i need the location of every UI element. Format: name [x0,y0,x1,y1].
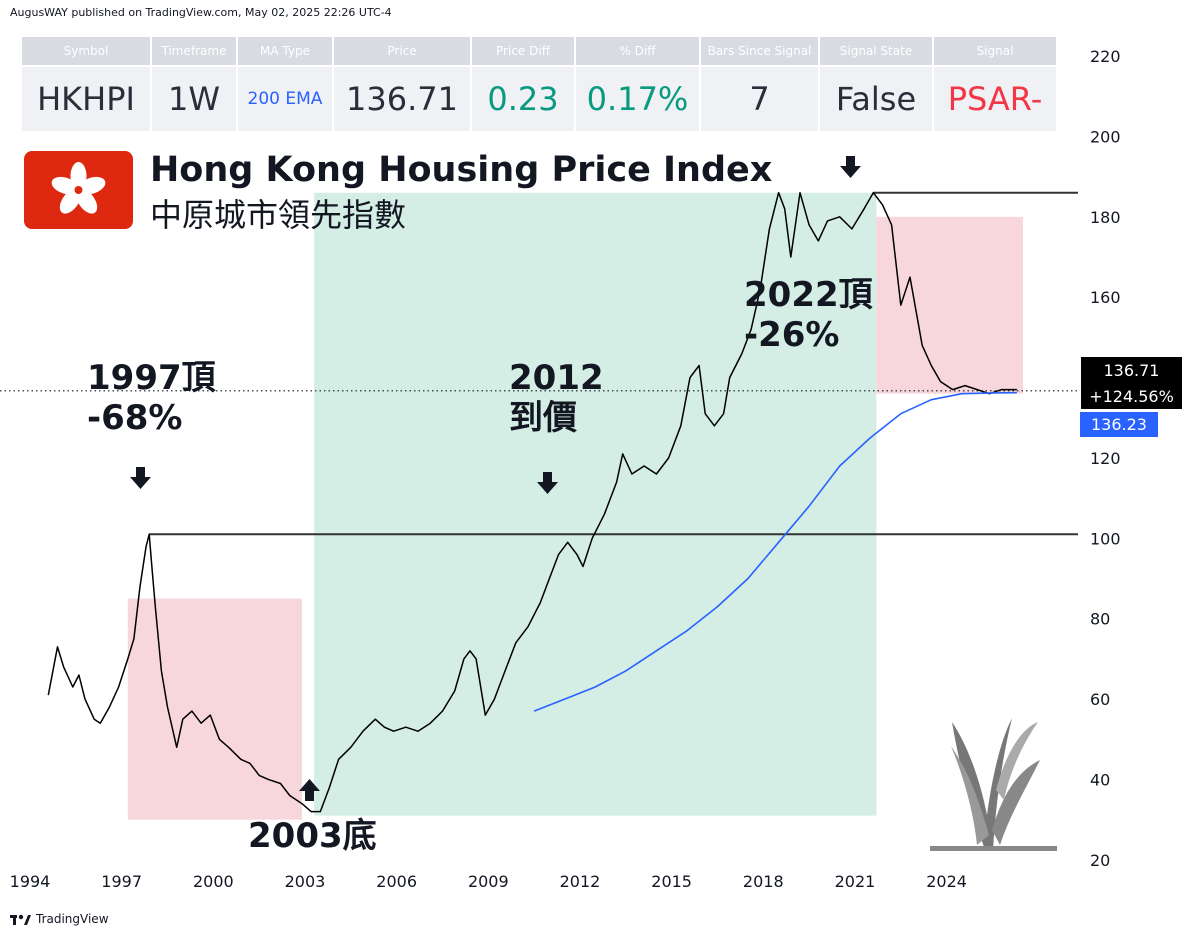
y-tick-label: 100 [1090,529,1121,548]
tradingview-logo-icon [10,914,31,925]
hk-flag-icon [24,151,133,229]
x-tick-label: 2006 [376,872,417,891]
x-tick-label: 2009 [468,872,509,891]
table-header-signal-state: Signal State [820,37,932,65]
table-value-symbol: HKHPI [22,67,150,131]
y-tick-label: 120 [1090,449,1121,468]
table-value-bars-since-signal: 7 [701,67,818,131]
arrow-down-icon [537,472,558,494]
footer-label: TradingView [36,912,109,926]
y-tick-label: 220 [1090,47,1121,66]
table-value-percent-diff: 0.17% [576,67,699,131]
table-header-timeframe: Timeframe [152,37,236,65]
signal-table: Symbol HKHPI Timeframe 1W MA Type 200 EMA P… [22,37,1056,131]
table-header-signal: Signal [934,37,1056,65]
table-header-bars-since-signal: Bars Since Signal [701,37,818,65]
annotation-2003-bottom: 2003底 [248,816,377,856]
bull-zone [314,192,877,816]
chart-subtitle: 中原城市領先指數 [150,196,407,234]
table-header-ma-type: MA Type [238,37,332,65]
table-value-timeframe: 1W [152,67,236,131]
x-tick-label: 1997 [101,872,142,891]
annotation-2022-peak: 2022頂 -26% [744,275,873,355]
arrow-up-icon [299,779,320,801]
table-value-signal: PSAR- [934,67,1056,131]
x-tick-label: 2000 [193,872,234,891]
table-header-symbol: Symbol [22,37,150,65]
chart-title: Hong Kong Housing Price Index [150,150,773,190]
x-tick-label: 1994 [10,872,51,891]
price-line [47,191,1017,813]
y-tick-label: 200 [1090,127,1121,146]
bear-zone [876,216,1024,394]
table-header-price-diff: Price Diff [472,37,574,65]
bear-zone [127,598,302,820]
annotation-2012-target: 2012 到價 [509,358,604,438]
x-tick-label: 2024 [926,872,967,891]
y-tick-label: 60 [1090,690,1110,709]
table-value-price: 136.71 [334,67,470,131]
publisher-header: AugusWAY published on TradingView.com, M… [10,6,392,19]
table-header-price: Price [334,37,470,65]
y-tick-label: 160 [1090,288,1121,307]
y-tick-label: 20 [1090,851,1110,870]
arrow-down-icon [840,156,861,178]
y-tick-label: 80 [1090,610,1110,629]
annotation-1997-peak: 1997頂 -68% [87,358,216,438]
ema-line [533,391,1017,712]
y-tick-label: 180 [1090,208,1121,227]
price-change-tag: +124.56% [1081,383,1182,409]
table-value-signal-state: False [820,67,932,131]
y-tick-label: 40 [1090,770,1110,789]
x-tick-label: 2021 [835,872,876,891]
last-price-tag: 136.71 [1081,357,1182,383]
x-tick-label: 2015 [651,872,692,891]
ema-value-tag: 136.23 [1080,412,1158,437]
table-value-ma-type: 200 EMA [238,67,332,131]
table-value-price-diff: 0.23 [472,67,574,131]
table-header-percent-diff: % Diff [576,37,699,65]
x-tick-label: 2003 [285,872,326,891]
x-tick-label: 2018 [743,872,784,891]
arrow-down-icon [130,467,151,489]
x-tick-label: 2012 [560,872,601,891]
watermark-logo [930,718,1057,851]
footer: TradingView [10,912,109,926]
